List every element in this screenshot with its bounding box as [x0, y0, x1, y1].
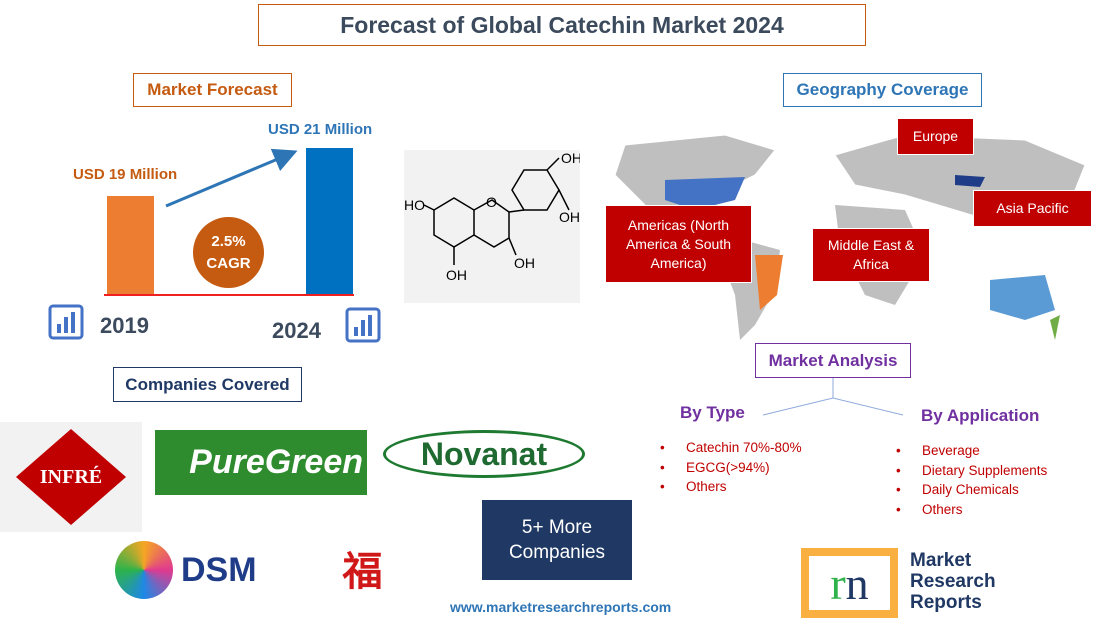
puregreen-logo: PureGreen: [155, 430, 367, 495]
value-2019-label: USD 19 Million: [73, 166, 178, 183]
catechin-molecule-diagram: OH OH HO O OH OH: [404, 150, 580, 303]
bar-chart-icon: [48, 304, 84, 340]
region-asia-pacific: Asia Pacific: [973, 190, 1092, 227]
market-analysis-heading: Market Analysis: [755, 343, 911, 378]
molecule-label: OH: [559, 209, 580, 225]
page-title: Forecast of Global Catechin Market 2024: [258, 4, 866, 46]
bar-chart-icon: [345, 307, 381, 343]
by-type-heading: By Type: [680, 403, 745, 422]
region-americas: Americas (North America & South America): [605, 205, 752, 283]
infre-logo: INFRÉ: [0, 422, 142, 532]
website-link[interactable]: www.marketresearchreports.com: [450, 599, 672, 615]
list-item: EGCG(>94%): [660, 458, 802, 478]
sunfull-logo: 福: [342, 548, 383, 594]
list-item: Beverage: [896, 441, 1047, 461]
mrr-logo-text: Market Research Reports: [910, 550, 996, 613]
molecule-label: OH: [446, 267, 467, 283]
cagr-label: CAGR: [206, 254, 251, 272]
region-europe: Europe: [897, 118, 974, 155]
year-2019: 2019: [100, 313, 149, 338]
list-item: Others: [896, 500, 1047, 520]
cagr-value: 2.5%: [211, 232, 246, 250]
companies-covered-heading: Companies Covered: [113, 367, 302, 402]
market-forecast-heading: Market Forecast: [133, 73, 292, 107]
tree-connector: [762, 378, 904, 416]
region-middle-east-africa: Middle East & Africa: [812, 228, 930, 282]
list-item: Catechin 70%-80%: [660, 438, 802, 458]
list-item: Others: [660, 477, 802, 497]
molecule-label: HO: [404, 197, 425, 213]
novanat-logo: Novanat: [383, 430, 585, 478]
application-list: Beverage Dietary Supplements Daily Chemi…: [896, 441, 1047, 519]
baseline: [104, 294, 354, 296]
cagr-badge: 2.5% CAGR: [193, 217, 264, 288]
geography-heading: Geography Coverage: [783, 73, 982, 107]
type-list: Catechin 70%-80% EGCG(>94%) Others: [660, 438, 802, 497]
logo-line: Market: [910, 550, 972, 571]
bar-2019: [107, 196, 154, 295]
year-2024: 2024: [272, 318, 321, 343]
more-companies-box: 5+ More Companies: [482, 500, 632, 580]
logo-line: Research: [910, 571, 996, 592]
by-application-heading: By Application: [921, 406, 1040, 425]
logo-line: Reports: [910, 592, 982, 613]
growth-arrow-icon: [165, 148, 298, 208]
list-item: Daily Chemicals: [896, 480, 1047, 500]
bar-2024: [306, 148, 353, 295]
list-item: Dietary Supplements: [896, 461, 1047, 481]
value-2024-label: USD 21 Million: [268, 121, 373, 138]
dsm-logo: DSM: [115, 540, 280, 600]
molecule-label: OH: [561, 150, 580, 166]
molecule-label: OH: [514, 255, 535, 271]
molecule-label: O: [486, 194, 497, 210]
